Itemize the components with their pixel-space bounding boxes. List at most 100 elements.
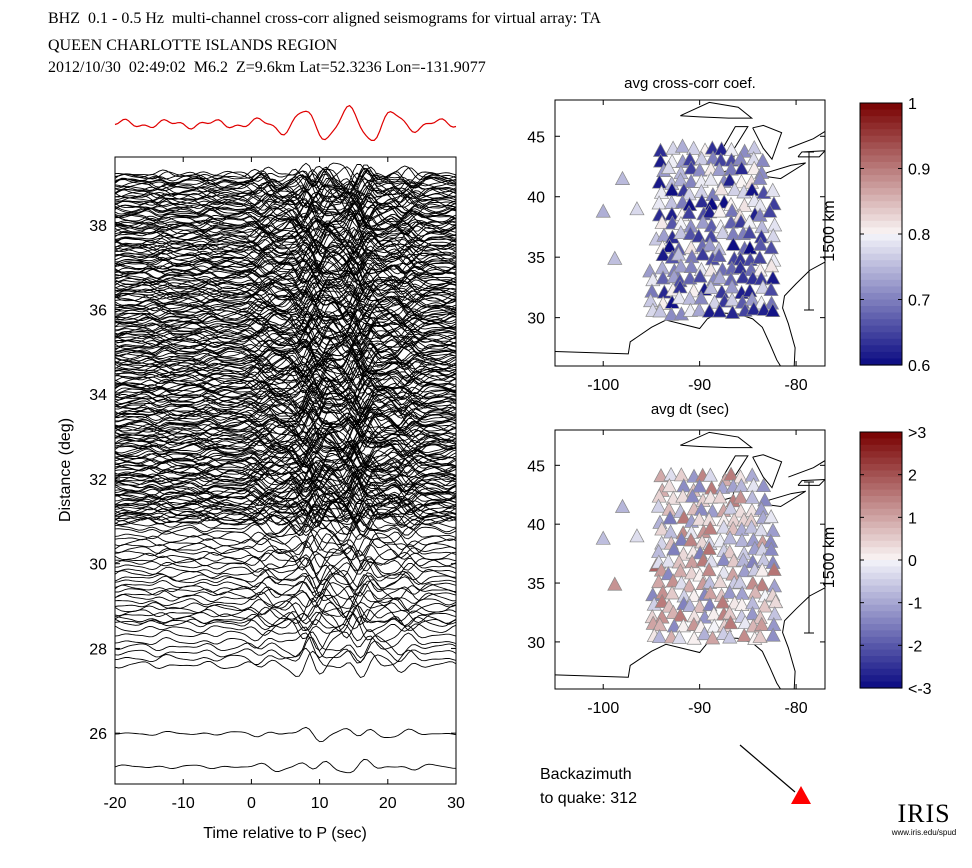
station-marker [692,162,708,177]
station-marker [734,160,750,175]
seismogram-trace [115,409,456,438]
station-marker [673,575,689,590]
colorbar-segment [860,662,902,670]
seismogram-trace [115,311,456,337]
seismogram-trace [115,234,456,263]
station-marker [737,614,753,630]
map1-title: avg cross-corr coef. [624,75,756,92]
seismogram-trace [115,359,456,386]
seismogram-trace [115,545,456,572]
section-x-tick-label: -20 [103,795,126,812]
station-marker [686,140,702,155]
station-marker [663,466,679,481]
seismogram-trace [115,368,456,396]
colorbar-segment [860,161,902,170]
lake-outline [797,150,825,158]
colorbar-segment [860,636,902,644]
station-marker [681,205,697,220]
seismogram-trace [115,597,456,626]
colorbar-tick-label: 0.8 [908,227,930,244]
seismogram-trace [115,612,456,641]
colorbar-segment [860,234,902,242]
colorbar-segment [860,181,902,189]
section-ticks: -20 -10 0 10 20 30 26 28 30 32 34 36 38 [89,157,465,812]
station-marker [757,598,773,613]
station-marker [725,236,741,251]
station-marker [706,618,722,633]
map-y-tick-label: 35 [527,250,545,267]
border-line [788,131,825,149]
station-marker [675,618,691,633]
seismogram-trace [115,163,456,192]
station-marker [765,522,781,537]
station-marker [746,477,762,492]
seismogram-trace [115,410,456,438]
colorbar-segment [860,155,902,163]
colorbar-segment [860,306,902,314]
station-marker [763,281,779,296]
station-marker [722,530,738,545]
seismogram-trace [115,374,456,402]
station-marker [684,488,701,503]
border-line [788,460,825,478]
colorbar-segment [860,540,902,548]
seismogram-trace [115,229,456,255]
section-y-tick-label: 36 [89,303,107,320]
station-marker [753,522,769,537]
seismogram-trace [115,275,456,303]
colorbar-segment [860,592,902,599]
station-marker [653,468,669,483]
seismogram-trace [115,326,456,354]
station-marker [691,478,708,493]
station-marker [754,562,770,577]
scale-bar-label: 1500 km [821,200,838,261]
seismogram-trace [115,308,456,336]
colorbar-tick-label: -1 [908,596,922,613]
station-marker [595,203,611,218]
seismogram-trace [115,164,456,190]
lake-outline [752,454,783,489]
seismogram-trace [115,280,456,308]
dt-colorbar: >3 2 1 0 -1 -2 <-3 [859,425,932,698]
colorbar-segment [860,585,902,593]
station-marker [650,498,667,513]
section-y-tick-label: 26 [89,726,107,743]
seismogram-trace [115,499,456,525]
seismogram-trace [115,631,456,659]
seismogram-trace [115,344,456,370]
station-marker [724,304,741,319]
map2-ticks: -100 -90 -80 30 35 40 45 [527,430,825,717]
section-y-axis-label: Distance (deg) [57,418,74,522]
colorbar-segment [860,656,902,663]
station-marker [711,161,727,177]
colorbar-segment [860,515,902,523]
station-marker [762,203,778,218]
station-marker [701,540,717,555]
seismogram-trace [115,631,456,659]
seismogram-trace [115,338,456,367]
station-marker [766,561,782,576]
map-x-tick-label: -100 [587,700,619,717]
seismogram-trace [115,445,456,472]
seismogram-trace [115,311,456,339]
station-marker [694,193,710,208]
station-marker [754,577,770,592]
station-marker [692,268,708,283]
colorbar-tick-label: -2 [908,638,922,655]
station-marker [732,489,749,504]
station-marker [683,173,699,188]
colorbar-segment [860,560,902,567]
station-marker [686,587,702,603]
seismogram-trace [115,247,456,275]
map1-coastline [555,101,825,366]
colorbar-segment [860,617,902,625]
dt-map: -100 -90 -80 30 35 40 45 1500 km [527,429,838,717]
colorbar-segment [860,476,902,484]
station-marker [755,152,771,167]
colorbar-segment [860,325,902,333]
station-marker [702,204,718,219]
colorbar-segment [860,129,902,137]
station-marker [753,236,769,251]
station-marker [695,214,711,229]
station-marker [727,181,743,196]
